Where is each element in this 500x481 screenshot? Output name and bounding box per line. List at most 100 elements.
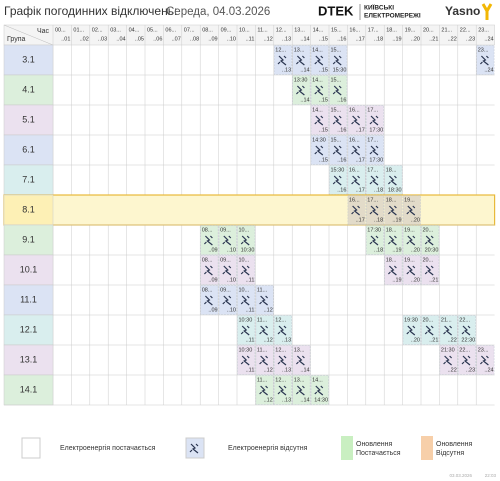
- outage-icon: [369, 145, 379, 156]
- outage-from: 10...: [239, 227, 250, 233]
- outage-to: ..24: [484, 367, 493, 373]
- outage-icon: [314, 85, 324, 96]
- outage-icon: [443, 325, 453, 336]
- outage-icon: [295, 55, 305, 66]
- outage-from: 22...: [459, 317, 470, 323]
- column-from: 11...: [257, 27, 268, 33]
- column-from: 04...: [129, 27, 140, 33]
- outage-icon: [277, 385, 287, 396]
- outage-icon: [332, 55, 342, 66]
- outage-to: ..18: [374, 217, 383, 223]
- outage-from: 10...: [239, 287, 250, 293]
- outage-from: 18...: [386, 257, 397, 263]
- column-from: 05...: [147, 27, 158, 33]
- yasno-logo: [481, 3, 493, 20]
- outage-to: 15:30: [333, 67, 347, 73]
- group-name: 8.1: [22, 204, 35, 214]
- outage-icon: [240, 265, 250, 276]
- outage-from: 19...: [404, 257, 415, 263]
- column-to: ..10: [227, 36, 236, 42]
- outage-to: 22:30: [461, 337, 475, 343]
- brand-line: ЕЛЕКТРОМЕРЕЖІ: [364, 13, 421, 20]
- outage-from: 11...: [257, 377, 268, 383]
- outage-from: 19...: [404, 227, 415, 233]
- outage-from: 18...: [386, 197, 397, 203]
- outage-from: 23...: [478, 347, 489, 353]
- outage-from: 15:30: [331, 167, 345, 173]
- outage-from: 11...: [257, 347, 268, 353]
- column-from: 08...: [202, 27, 213, 33]
- outage-from: 13:30: [294, 77, 308, 83]
- outage-from: 16...: [349, 137, 360, 143]
- outage-to: ..24: [484, 67, 493, 73]
- column-to: ..19: [392, 36, 401, 42]
- outage-icon: [479, 55, 489, 66]
- group-cell: [3, 104, 54, 136]
- column-from: 13...: [294, 27, 305, 33]
- outage-from: 08...: [202, 257, 213, 263]
- outage-icon: [369, 175, 379, 186]
- outage-to: ..13: [282, 367, 291, 373]
- outage-to: ..14: [300, 67, 309, 73]
- outage-icon: [222, 235, 232, 246]
- outage-icon: [295, 85, 305, 96]
- outage-icon: [406, 235, 416, 246]
- group-cell: [3, 134, 54, 166]
- outage-from: 20...: [423, 317, 434, 323]
- outage-from: 19...: [404, 197, 415, 203]
- legend-text: Електроенергія відсутня: [228, 444, 308, 452]
- outage-icon: [314, 115, 324, 126]
- outage-to: ..21: [429, 277, 438, 283]
- outage-to: ..11: [246, 367, 255, 373]
- column-from: 19...: [405, 27, 416, 33]
- outage-to: ..17: [356, 187, 365, 193]
- date: Середа, 04.03.2026: [166, 6, 270, 18]
- legend-swatch: [341, 436, 353, 460]
- column-from: 17...: [368, 27, 379, 33]
- group-name: 3.1: [22, 54, 35, 64]
- outage-to: ..19: [392, 277, 401, 283]
- footer-time: 22:03: [485, 473, 497, 478]
- outage-icon: [259, 295, 269, 306]
- column-to: ..05: [135, 36, 144, 42]
- outage-from: 08...: [202, 227, 213, 233]
- outage-from: 16...: [349, 107, 360, 113]
- legend-text: Постачається: [356, 450, 401, 457]
- outage-from: 10:30: [239, 347, 253, 353]
- outage-icon: [461, 355, 471, 366]
- outage-to: ..22: [448, 337, 457, 343]
- group-cell: [3, 374, 54, 406]
- outage-icon: [295, 385, 305, 396]
- outage-icon: [332, 115, 342, 126]
- outage-to: ..11: [246, 307, 255, 313]
- outage-to: ..18: [374, 187, 383, 193]
- column-from: 07...: [184, 27, 195, 33]
- column-to: ..21: [429, 36, 438, 42]
- outage-icon: [277, 325, 287, 336]
- outage-from: 14...: [312, 107, 323, 113]
- outage-to: ..12: [264, 367, 273, 373]
- outage-to: 20:30: [425, 247, 439, 253]
- legend-swatch: [421, 436, 433, 460]
- outage-icon: [369, 235, 379, 246]
- legend-text: Оновлення: [436, 441, 472, 448]
- outage-icon: [203, 295, 213, 306]
- group-cell: [3, 224, 54, 256]
- column-to: ..08: [190, 36, 199, 42]
- group-label: Група: [7, 36, 26, 43]
- column-from: 22...: [460, 27, 471, 33]
- outage-icon: [461, 325, 471, 336]
- outage-to: ..20: [411, 247, 420, 253]
- outage-icon: [240, 355, 250, 366]
- outage-to: ..16: [337, 97, 346, 103]
- legend-swatch: [21, 437, 41, 459]
- outage-from: 15...: [331, 77, 342, 83]
- outage-icon: [369, 115, 379, 126]
- outage-to: ..10: [227, 307, 236, 313]
- column-from: 01...: [73, 27, 84, 33]
- legend-text: Оновлення: [356, 441, 392, 448]
- column-to: ..16: [337, 36, 346, 42]
- outage-to: ..14: [300, 97, 309, 103]
- column-to: ..09: [208, 36, 217, 42]
- outage-from: 11...: [257, 317, 268, 323]
